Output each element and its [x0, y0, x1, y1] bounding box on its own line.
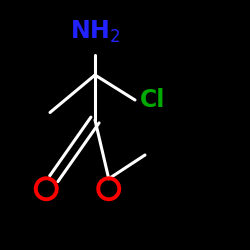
Text: Cl: Cl — [140, 88, 166, 112]
Text: NH$_2$: NH$_2$ — [70, 19, 120, 45]
